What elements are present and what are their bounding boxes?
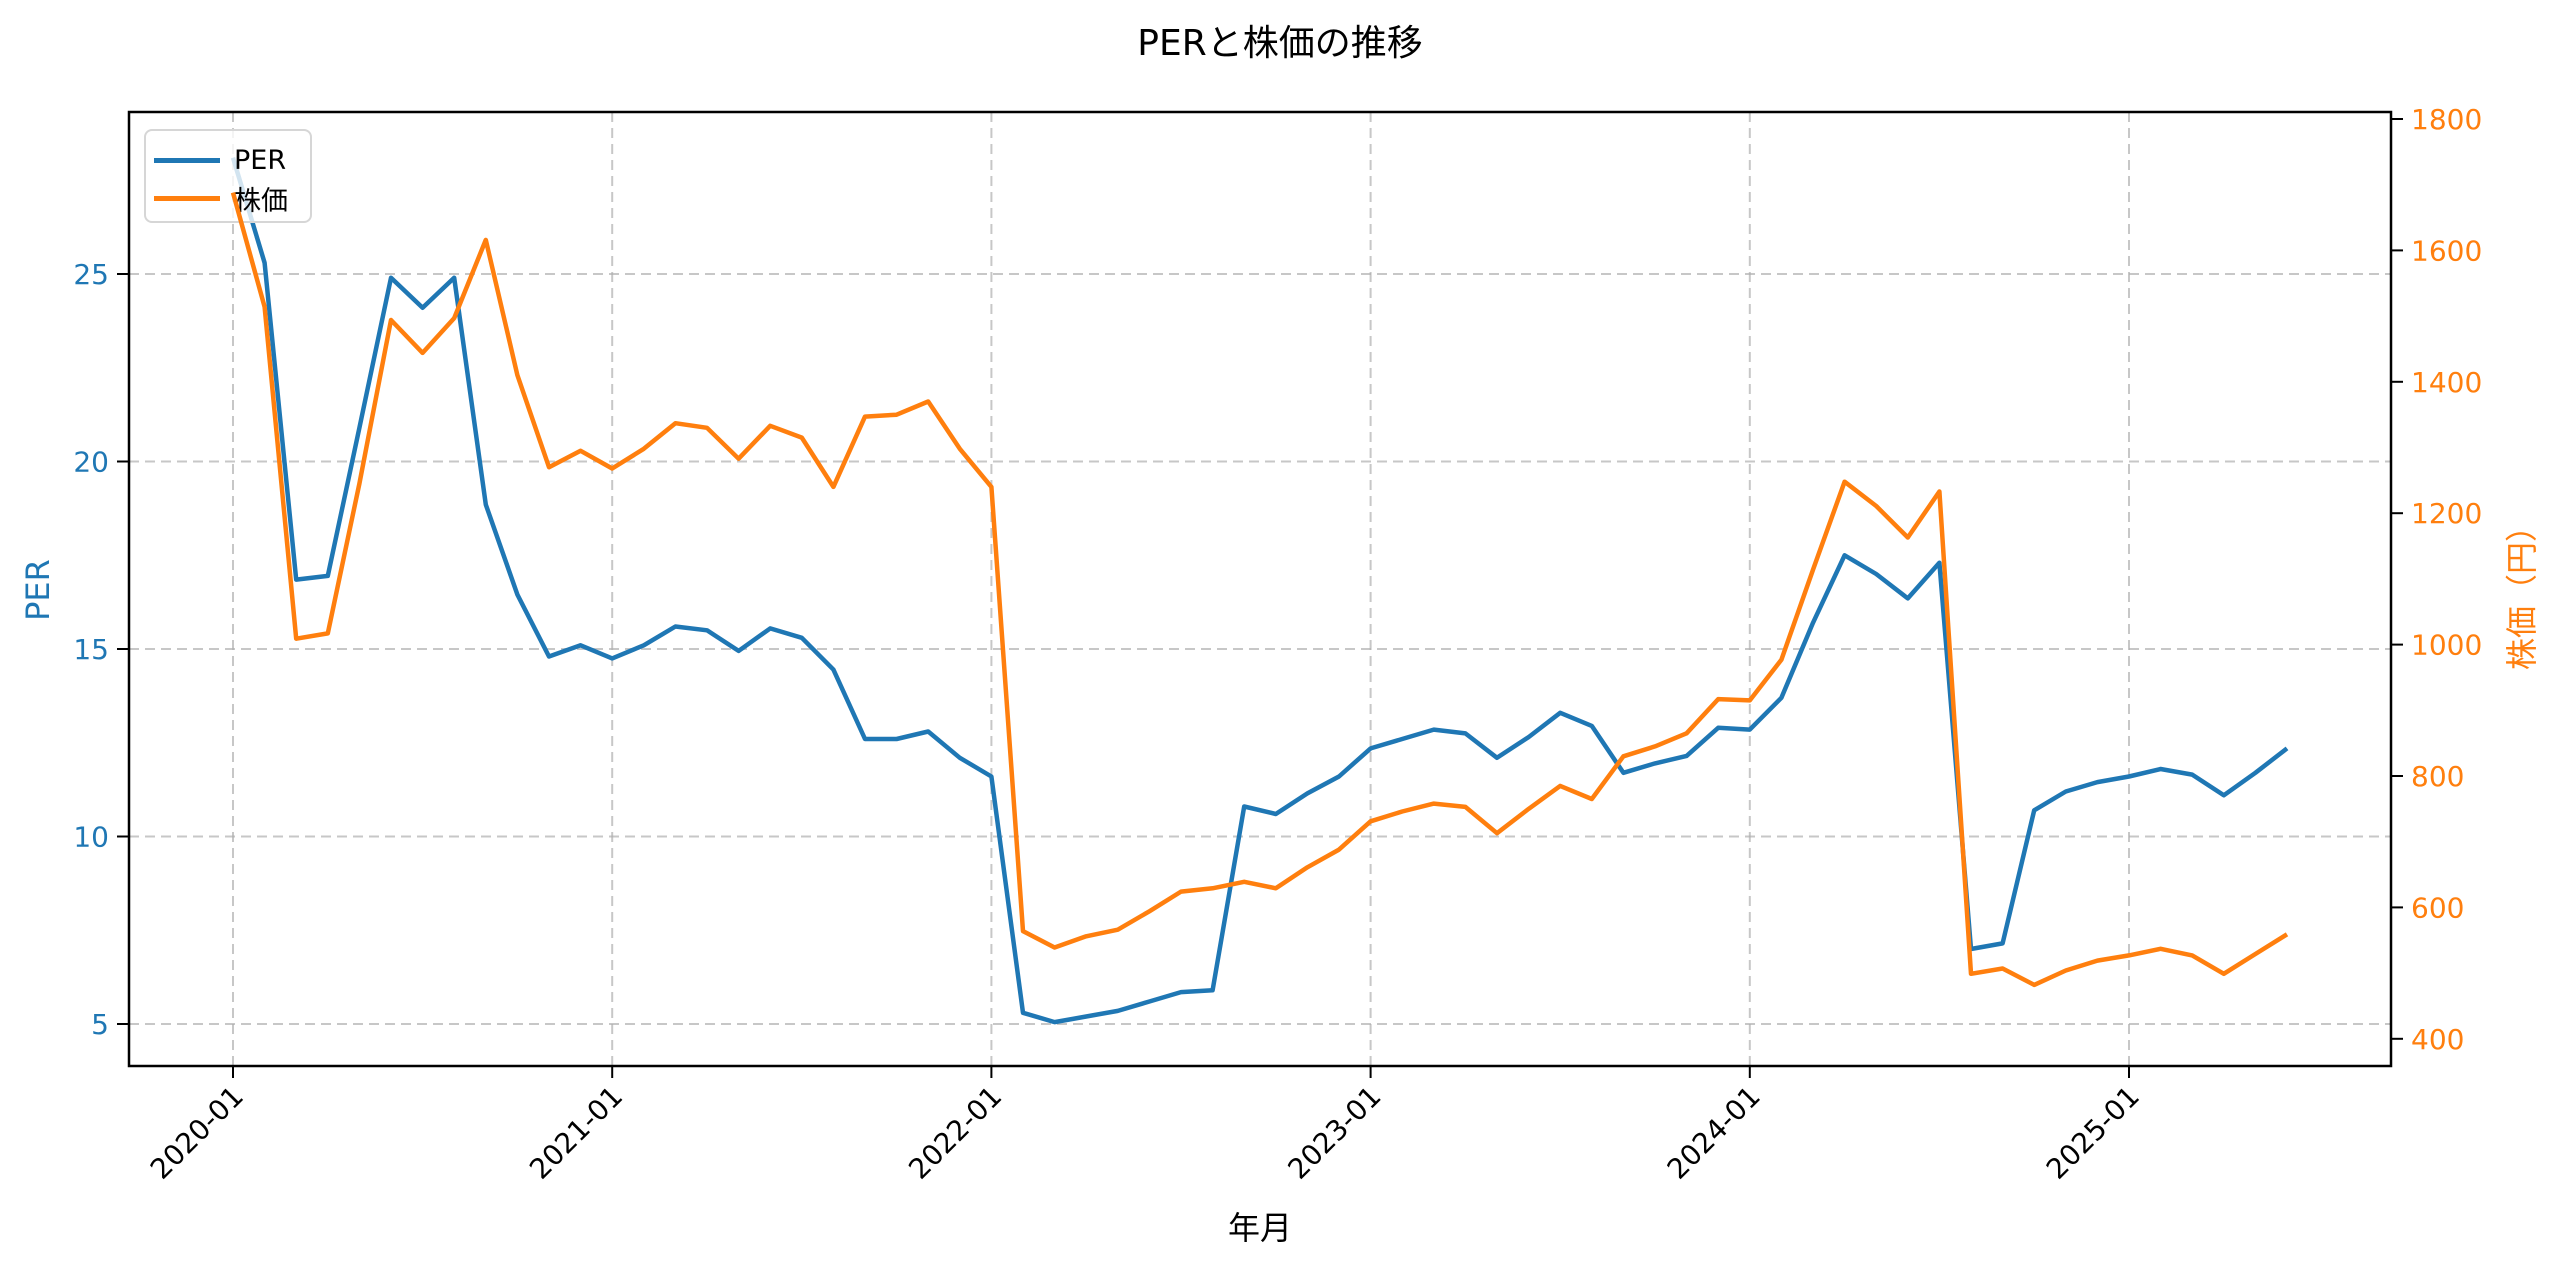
x-tick-label: 2021-01 [523,1080,629,1186]
chart-title: PERと株価の推移 [1137,23,1423,64]
x-tick-label: 2022-01 [902,1080,1008,1186]
legend: PER 株価 [144,129,312,223]
right-y-tick-label: 1200 [2411,497,2482,530]
axes-border [127,110,2393,1068]
legend-item-per: PER [154,144,287,176]
right-y-tick-label: 1000 [2411,629,2482,662]
x-tick-label: 2024-01 [1661,1080,1767,1186]
right-y-axis-ticks: 400 600 800 1000 1200 1400 1600 1800 [2391,103,2482,1056]
left-y-tick-label: 5 [91,1008,109,1041]
left-y-tick-label: 15 [73,633,109,666]
left-y-axis-label: PER [19,559,57,621]
right-y-tick-label: 1400 [2411,366,2482,399]
right-y-tick-label: 800 [2411,760,2464,793]
left-y-tick-label: 10 [73,821,109,854]
x-axis-ticks: 2020-01 2021-01 2022-01 2023-01 2024-01 2025-… [144,1066,2146,1186]
price-line-swatch-icon [154,195,220,201]
left-y-tick-label: 25 [73,258,109,291]
x-axis-label: 年月 [1227,1209,1292,1247]
x-tick-label: 2025-01 [2040,1080,2146,1186]
left-y-axis-ticks: 5 10 15 20 25 [73,258,129,1041]
x-tick-label: 2020-01 [144,1080,250,1186]
right-y-tick-label: 1800 [2411,103,2482,136]
right-y-tick-label: 1600 [2411,234,2482,267]
right-y-tick-label: 600 [2411,891,2464,924]
per-series [230,157,2289,1025]
legend-label-per: PER [234,144,287,176]
plot-frame [127,110,2393,1068]
grid-lines [129,112,2391,1066]
per-line-swatch-icon [154,157,220,163]
x-tick-label: 2023-01 [1281,1080,1387,1186]
right-y-tick-label: 400 [2411,1023,2464,1056]
per-line [230,157,2289,1025]
right-y-axis-label: 株価（円） [2503,509,2541,671]
legend-label-price: 株価 [234,185,288,217]
legend-item-price: 株価 [154,183,288,217]
left-y-tick-label: 20 [73,446,109,479]
